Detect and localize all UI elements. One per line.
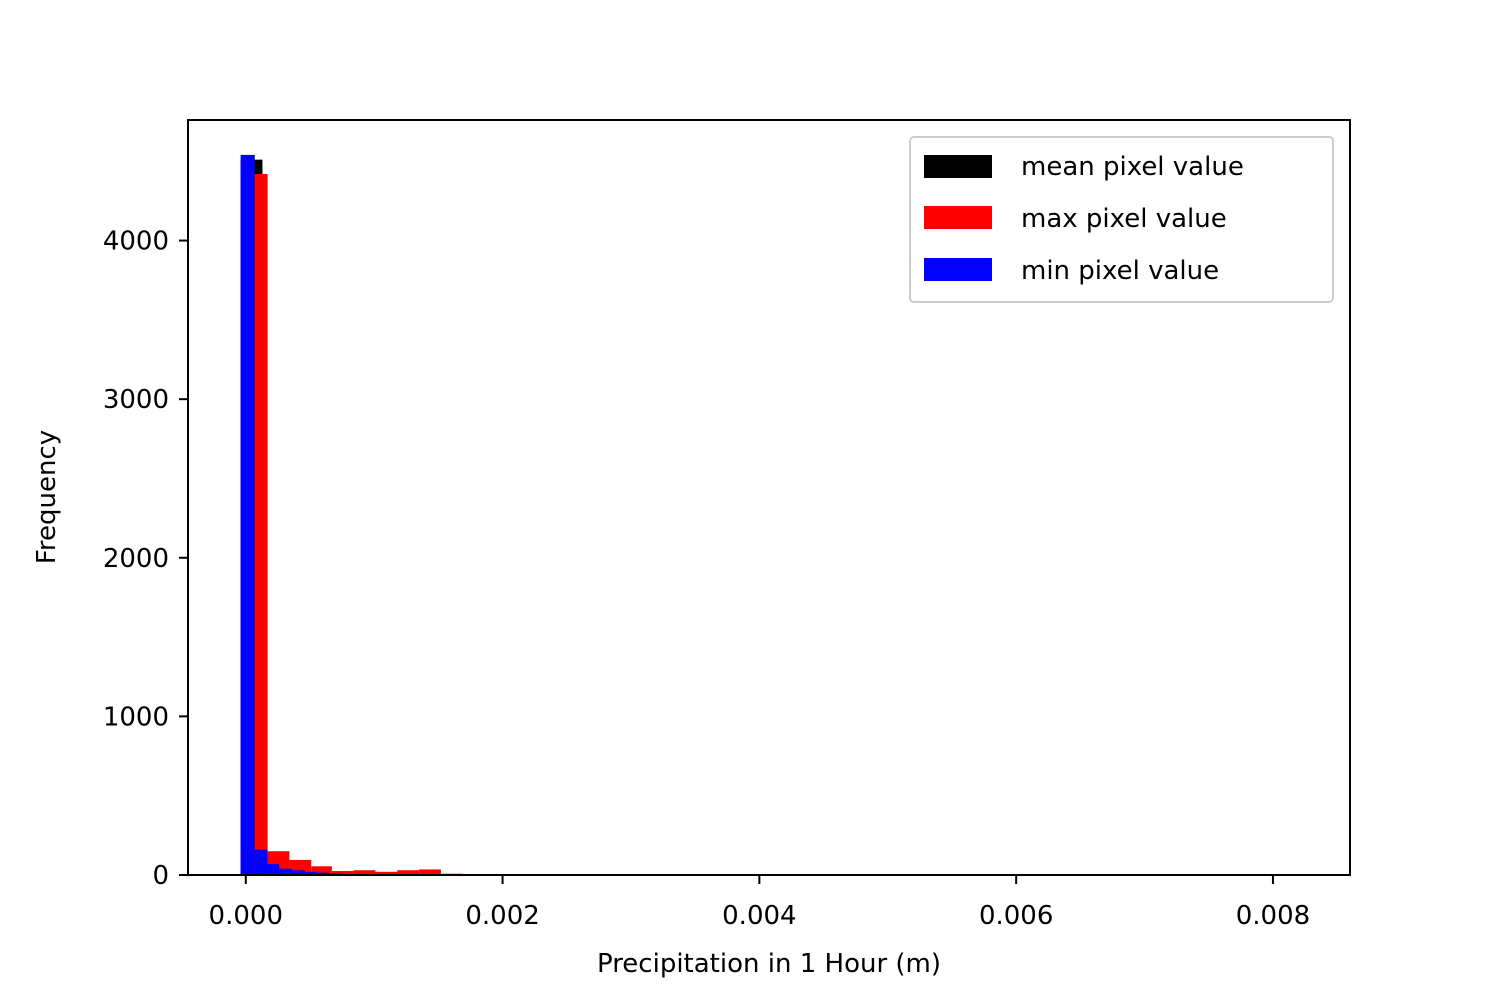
x-tick-label: 0.004 — [722, 901, 796, 931]
bar-series-2-bin-6 — [316, 872, 330, 875]
x-axis-label: Precipitation in 1 Hour (m) — [597, 949, 941, 979]
bar-series-1-bin-8 — [419, 869, 441, 875]
legend-label-mean: mean pixel value — [1021, 152, 1244, 182]
bar-series-2-bin-1 — [254, 849, 268, 875]
y-axis-ticks: 0 1000 2000 3000 4000 — [103, 227, 188, 891]
x-tick-label: 0.000 — [209, 901, 283, 931]
bar-series-2-bin-4 — [292, 870, 305, 875]
plot-frame — [187, 119, 1351, 876]
bar-series-1-bin-3 — [311, 866, 332, 875]
bars-layer — [240, 154, 572, 875]
y-tick-label: 0 — [152, 861, 169, 891]
x-axis-ticks: 0.000 0.002 0.004 0.006 0.008 — [209, 875, 1310, 931]
bar-series-2-bin-3 — [279, 868, 292, 875]
bar-series-1-bin-7 — [397, 870, 420, 875]
y-tick-label: 4000 — [103, 227, 169, 257]
legend-label-max: max pixel value — [1021, 204, 1227, 234]
legend-label-min: min pixel value — [1021, 256, 1219, 286]
legend-frame — [909, 136, 1334, 303]
bar-series-1-bin-5 — [353, 870, 376, 875]
legend: mean pixel value max pixel value min pix… — [909, 136, 1334, 303]
x-tick-label: 0.006 — [979, 901, 1053, 931]
bar-series-2-bin-5 — [304, 871, 317, 875]
y-tick-label: 3000 — [103, 385, 169, 415]
x-tick-label: 0.002 — [465, 901, 539, 931]
bar-series-2-bin-2 — [267, 863, 280, 875]
bar-series-2-bin-0 — [240, 154, 255, 875]
y-tick-label: 1000 — [103, 702, 169, 732]
bar-series-1-bin-6 — [375, 871, 398, 875]
legend-swatch-max — [924, 206, 992, 229]
x-tick-label: 0.008 — [1236, 901, 1310, 931]
bar-series-1-bin-4 — [331, 871, 354, 875]
y-axis-label: Frequency — [32, 430, 62, 564]
y-tick-label: 2000 — [103, 544, 169, 574]
legend-swatch-min — [924, 258, 992, 281]
legend-swatch-mean — [924, 155, 992, 178]
